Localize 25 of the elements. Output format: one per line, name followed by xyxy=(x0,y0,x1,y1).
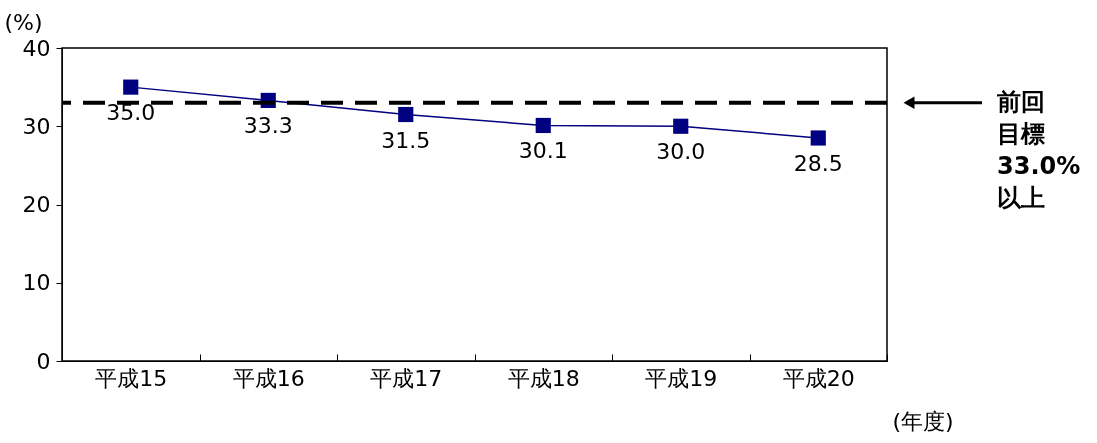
data-label: 31.5 xyxy=(381,127,431,153)
y-tick-label: 40 xyxy=(22,35,51,61)
y-axis-title: (%) xyxy=(4,9,43,35)
point xyxy=(123,79,139,95)
x-tick-label: 平成17 xyxy=(370,365,443,391)
point xyxy=(535,117,551,134)
data-label: 28.5 xyxy=(793,150,843,176)
x-tick-label: 平成15 xyxy=(95,365,168,391)
x-axis-title: (年度) xyxy=(892,408,954,434)
point xyxy=(398,106,414,123)
x-tick-label: 平成20 xyxy=(782,365,855,391)
y-tick-label: 30 xyxy=(22,113,51,139)
x-tick-label: 平成18 xyxy=(507,365,580,391)
point xyxy=(810,130,826,146)
data-label: 30.1 xyxy=(518,138,568,164)
y-tick-label: 20 xyxy=(22,192,51,217)
legend-label: 前回目標33.0%以上 xyxy=(996,87,1081,212)
x-tick-label: 平成16 xyxy=(232,365,305,391)
data-label: 35.0 xyxy=(106,100,156,126)
y-tick-label: 10 xyxy=(22,270,51,296)
data-label: 30.0 xyxy=(656,139,706,165)
y-tick-label: 0 xyxy=(36,348,51,374)
x-tick-label: 平成19 xyxy=(645,365,718,391)
data-label: 33.3 xyxy=(243,113,293,139)
point xyxy=(673,118,689,134)
